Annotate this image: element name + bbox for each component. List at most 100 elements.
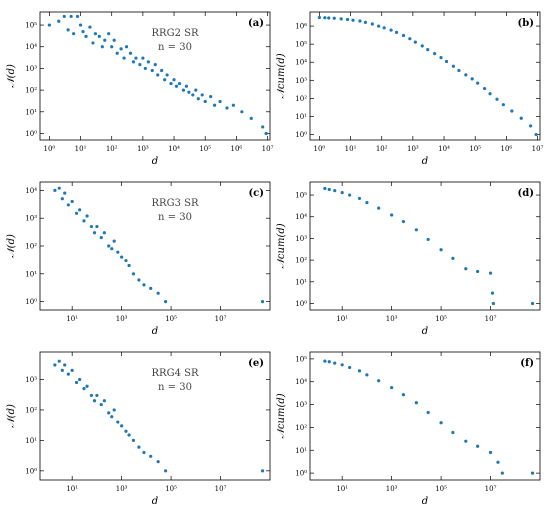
x-tick-label: 10⁶ [501, 145, 513, 153]
data-point [91, 41, 95, 45]
x-tick-label: 10³ [116, 485, 128, 493]
data-point [124, 258, 128, 263]
panel-tag: (e) [248, 358, 264, 369]
data-point [187, 90, 191, 94]
annotation-line: n = 30 [158, 42, 192, 53]
data-point [488, 450, 493, 455]
data-point [451, 256, 455, 260]
data-point [57, 19, 61, 23]
panel-tag: (c) [248, 188, 264, 199]
x-tick-label: 10⁷ [532, 145, 544, 153]
data-point [156, 291, 160, 295]
data-point [169, 81, 173, 86]
y-tick-label: 10⁰ [25, 130, 37, 138]
x-tick-label: 10³ [407, 145, 419, 153]
x-tick-label: 10¹ [336, 485, 348, 493]
data-point [92, 231, 97, 235]
data-point [332, 16, 336, 20]
data-point [164, 469, 168, 473]
data-point [340, 190, 344, 195]
data-point [408, 37, 412, 41]
data-point [131, 60, 136, 64]
data-point [89, 393, 94, 398]
x-tick-label: 10² [376, 145, 388, 153]
data-point [451, 64, 456, 68]
x-tick-label: 10⁷ [485, 315, 497, 323]
data-point [488, 92, 492, 96]
panel-tag: (b) [518, 18, 534, 29]
plot-frame [39, 351, 271, 481]
data-point [66, 372, 70, 376]
data-point [530, 471, 535, 475]
data-point [264, 131, 268, 136]
panel-tag: (d) [518, 188, 534, 199]
data-point [74, 380, 79, 385]
data-point [124, 429, 128, 433]
data-point [327, 16, 331, 20]
data-point [433, 52, 437, 56]
data-point [530, 301, 535, 306]
panel-c: 10¹ 10³ 10⁵ 10⁷ 10⁰ 10¹ 10² 10³ 10⁴ d 𝒩(d) (c) RRG3 … [6, 181, 271, 337]
data-point [120, 424, 124, 428]
data-point [70, 199, 74, 204]
data-point [327, 360, 331, 364]
data-point [95, 393, 99, 398]
y-tick-label: 10⁵ [295, 41, 307, 49]
data-point [348, 365, 352, 370]
data-point [47, 23, 51, 27]
data-point [78, 23, 83, 27]
data-point [181, 88, 186, 92]
data-point [249, 116, 253, 120]
data-point [464, 73, 468, 77]
data-point [196, 97, 200, 101]
panel-b: 10⁰ 10¹ 10² 10³ 10⁴ 10⁵ 10⁶ 10⁷ 10⁰ 10¹ 10² 10³ 10⁴ 1… [276, 11, 544, 167]
data-point [394, 30, 399, 34]
data-point [88, 25, 92, 29]
data-point [95, 224, 99, 229]
x-axis-label: d [152, 156, 158, 167]
y-tick-label: 10³ [25, 65, 37, 73]
y-axis-label: 𝒩(d) [6, 64, 17, 88]
data-point [260, 300, 265, 304]
data-point [401, 393, 406, 397]
data-point [426, 410, 430, 415]
x-tick-label: 10⁰ [314, 145, 326, 153]
data-point [74, 211, 79, 215]
data-point [390, 386, 394, 390]
data-point [99, 236, 103, 240]
x-tick-label: 10¹ [345, 145, 357, 153]
x-tick-label: 10¹ [336, 315, 348, 323]
data-point [496, 460, 500, 464]
data-point [323, 16, 327, 20]
data-point [414, 401, 418, 405]
data-point [172, 78, 176, 82]
data-point [348, 193, 352, 197]
data-point [142, 283, 146, 287]
data-point [163, 78, 167, 82]
y-tick-label: 10² [295, 95, 307, 103]
y-tick-label: 10² [25, 406, 37, 414]
x-tick-label: 10³ [386, 315, 398, 323]
data-point [203, 99, 207, 104]
data-point [63, 191, 67, 195]
y-tick-label: 10² [25, 243, 37, 251]
data-point [191, 93, 195, 97]
data-point [212, 103, 217, 107]
data-point [401, 33, 406, 38]
data-point [81, 29, 85, 34]
data-point [414, 228, 418, 232]
data-point [501, 103, 505, 107]
data-point [97, 34, 101, 38]
data-point [102, 399, 106, 403]
data-point [333, 189, 337, 193]
data-point [365, 373, 369, 377]
plot-frame [309, 11, 541, 141]
data-point [119, 47, 123, 51]
y-axis-label: 𝒩cum(d) [276, 393, 287, 438]
x-tick-label: 10⁵ [165, 485, 177, 493]
data-point [110, 45, 114, 49]
data-point [345, 17, 350, 22]
data-point [340, 363, 344, 367]
data-point [112, 38, 116, 42]
y-tick-label: 10¹ [25, 108, 37, 116]
